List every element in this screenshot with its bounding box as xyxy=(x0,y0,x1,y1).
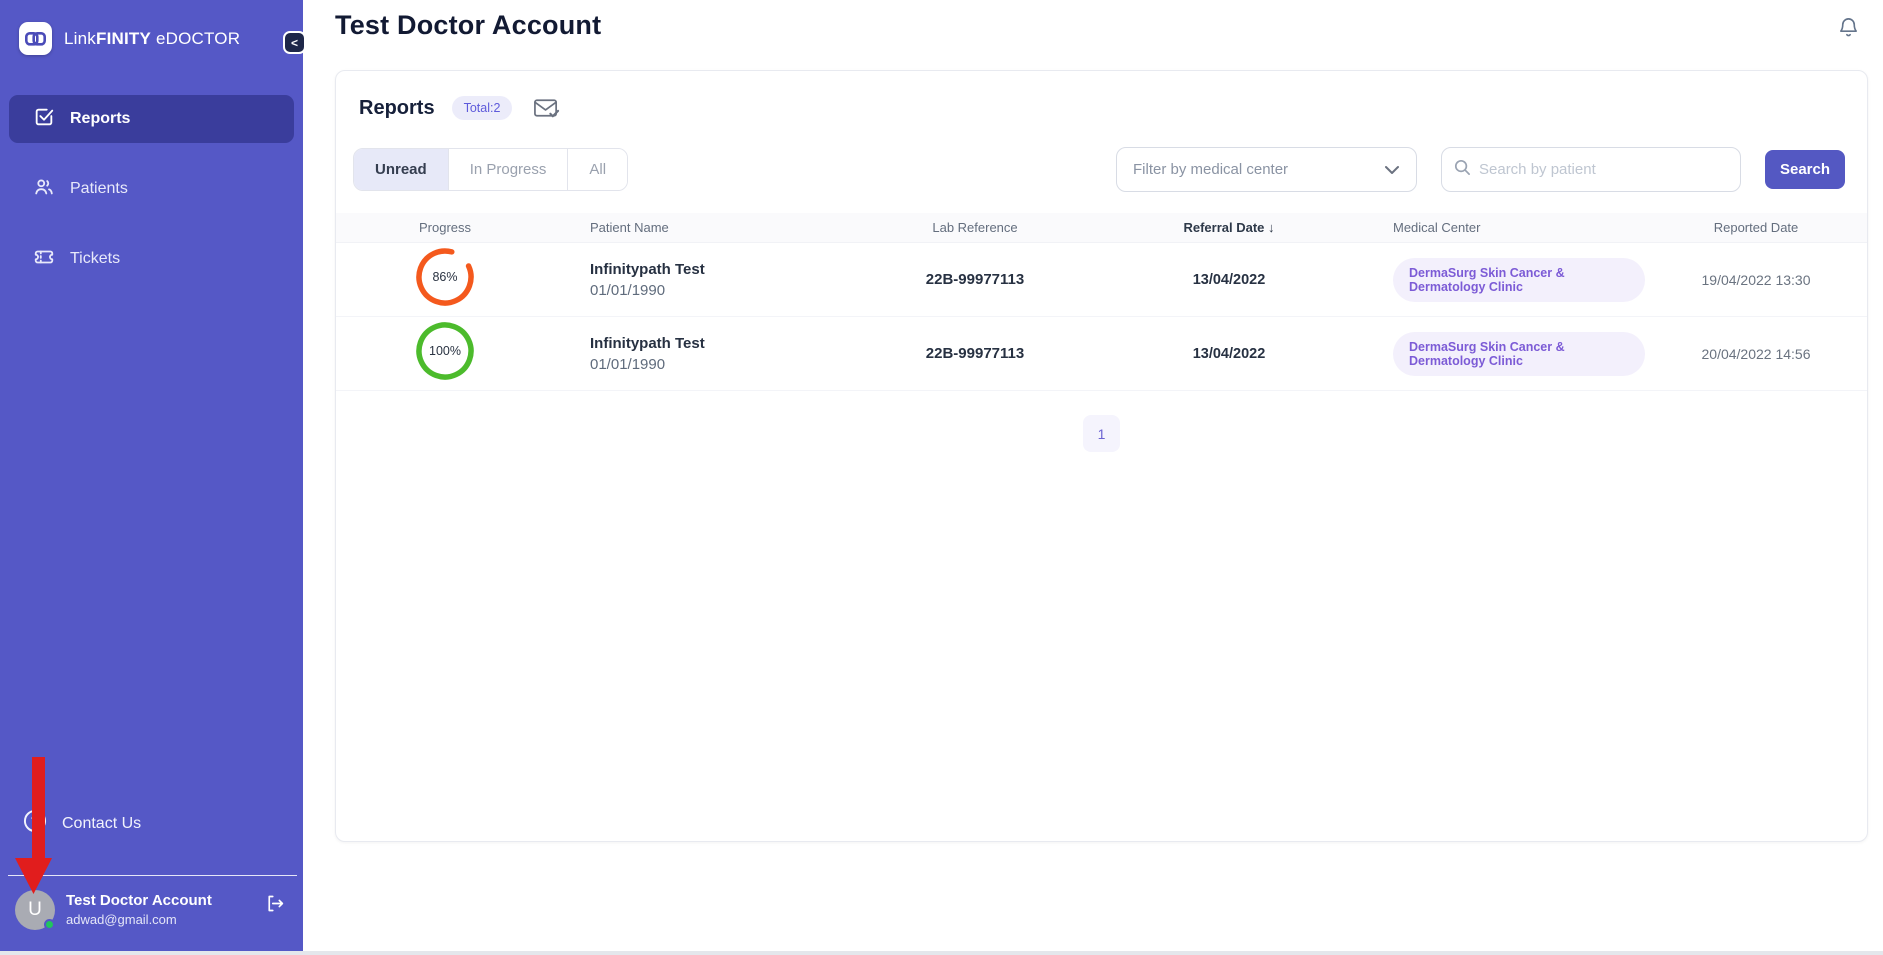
progress-ring: 100% xyxy=(416,322,474,380)
lab-reference: 22B-99977113 xyxy=(925,271,1025,288)
page-title: Test Doctor Account xyxy=(335,10,602,40)
sidebar-item-reports[interactable]: Reports xyxy=(9,95,294,143)
sidebar-item-tickets[interactable]: Tickets xyxy=(9,235,294,283)
progress-cell: 86% xyxy=(336,248,554,311)
column-header-patient-name[interactable]: Patient Name xyxy=(590,220,669,235)
tab-in-progress[interactable]: In Progress xyxy=(447,149,568,190)
pagination: 1 xyxy=(336,415,1867,452)
chevron-down-icon xyxy=(1384,165,1400,175)
logout-icon[interactable] xyxy=(264,893,285,919)
patient-dob: 01/01/1990 xyxy=(590,355,666,373)
brand: LinkFINITY eDOCTOR xyxy=(0,0,303,55)
panel-title: Reports xyxy=(359,96,435,119)
referral-date: 13/04/2022 xyxy=(1192,345,1266,362)
column-header-progress[interactable]: Progress xyxy=(418,220,472,235)
ticket-icon xyxy=(33,246,55,273)
table-row[interactable]: 100% Infinitypath Test 01/01/1990 22B-99… xyxy=(336,317,1867,391)
sidebar-item-label: Tickets xyxy=(70,250,121,267)
window-bottom-edge xyxy=(0,951,1883,955)
tab-all[interactable]: All xyxy=(567,149,628,190)
status-tabs: Unread In Progress All xyxy=(353,148,629,191)
report-check-icon xyxy=(33,106,55,133)
sort-desc-icon: ↓ xyxy=(1268,220,1275,235)
lab-reference: 22B-99977113 xyxy=(925,345,1025,362)
medical-center-cell: DermaSurg Skin Cancer & Dermatology Clin… xyxy=(1367,257,1645,302)
mail-check-icon[interactable] xyxy=(533,96,560,120)
search-input[interactable] xyxy=(1479,161,1728,178)
online-status-dot xyxy=(44,919,55,930)
progress-ring: 86% xyxy=(416,248,474,306)
medical-center-cell: DermaSurg Skin Cancer & Dermatology Clin… xyxy=(1367,331,1645,376)
column-header-referral-date[interactable]: Referral Date ↓ xyxy=(1183,220,1275,235)
tab-unread[interactable]: Unread xyxy=(354,149,448,190)
filter-search-group: Filter by medical center Search xyxy=(1116,147,1845,192)
reported-date: 19/04/2022 13:30 xyxy=(1701,271,1811,288)
medical-center-filter[interactable]: Filter by medical center xyxy=(1116,147,1417,192)
sidebar-collapse-button[interactable]: < xyxy=(283,31,306,54)
sidebar-item-label: Reports xyxy=(70,110,131,127)
panel-header: Reports Total:2 xyxy=(336,71,1867,120)
patients-icon xyxy=(33,176,55,203)
sidebar-divider xyxy=(8,875,297,876)
patient-search-box xyxy=(1441,147,1741,192)
profile-email: adwad@gmail.com xyxy=(66,912,177,927)
contact-us-button[interactable]: Contact Us xyxy=(0,808,141,839)
notification-bell-icon[interactable] xyxy=(1837,15,1860,45)
table-row[interactable]: 86% Infinitypath Test 01/01/1990 22B-999… xyxy=(336,243,1867,317)
profile-section[interactable]: U Test Doctor Account adwad@gmail.com xyxy=(0,886,303,940)
patient-name: Infinitypath Test xyxy=(590,260,705,278)
profile-name: Test Doctor Account xyxy=(66,892,212,909)
patient-cell: Infinitypath Test 01/01/1990 xyxy=(554,335,859,373)
progress-cell: 100% xyxy=(336,322,554,385)
medical-center-badge: DermaSurg Skin Cancer & Dermatology Clin… xyxy=(1393,331,1645,376)
controls-row: Unread In Progress All Filter by medical… xyxy=(336,147,1867,192)
table-header: Progress Patient Name Lab Reference Refe… xyxy=(336,213,1867,243)
search-icon xyxy=(1454,159,1471,181)
sidebar: LinkFINITY eDOCTOR < Reports xyxy=(0,0,306,955)
column-header-medical-center[interactable]: Medical Center xyxy=(1393,220,1481,235)
filter-placeholder: Filter by medical center xyxy=(1133,161,1289,178)
column-header-lab-reference[interactable]: Lab Reference xyxy=(932,220,1018,235)
reported-date: 20/04/2022 14:56 xyxy=(1701,345,1811,362)
sidebar-item-label: Patients xyxy=(70,180,128,197)
referral-date: 13/04/2022 xyxy=(1192,271,1266,288)
patient-dob: 01/01/1990 xyxy=(590,281,666,299)
page-number-button[interactable]: 1 xyxy=(1083,415,1120,452)
sidebar-item-patients[interactable]: Patients xyxy=(9,165,294,213)
help-circle-icon xyxy=(22,808,48,839)
medical-center-badge: DermaSurg Skin Cancer & Dermatology Clin… xyxy=(1393,257,1645,302)
patient-cell: Infinitypath Test 01/01/1990 xyxy=(554,261,859,299)
search-button[interactable]: Search xyxy=(1765,150,1845,189)
sidebar-nav: Reports Patients xyxy=(0,95,303,283)
brand-name: LinkFINITY eDOCTOR xyxy=(64,28,241,48)
total-badge: Total:2 xyxy=(451,96,513,120)
column-header-reported-date[interactable]: Reported Date xyxy=(1713,220,1799,235)
brand-logo-icon xyxy=(19,22,52,55)
patient-name: Infinitypath Test xyxy=(590,334,705,352)
contact-us-label: Contact Us xyxy=(62,814,142,832)
reports-panel: Reports Total:2 Unread In Progress All xyxy=(335,70,1868,842)
main-content: Test Doctor Account Reports Total:2 xyxy=(303,0,1883,955)
